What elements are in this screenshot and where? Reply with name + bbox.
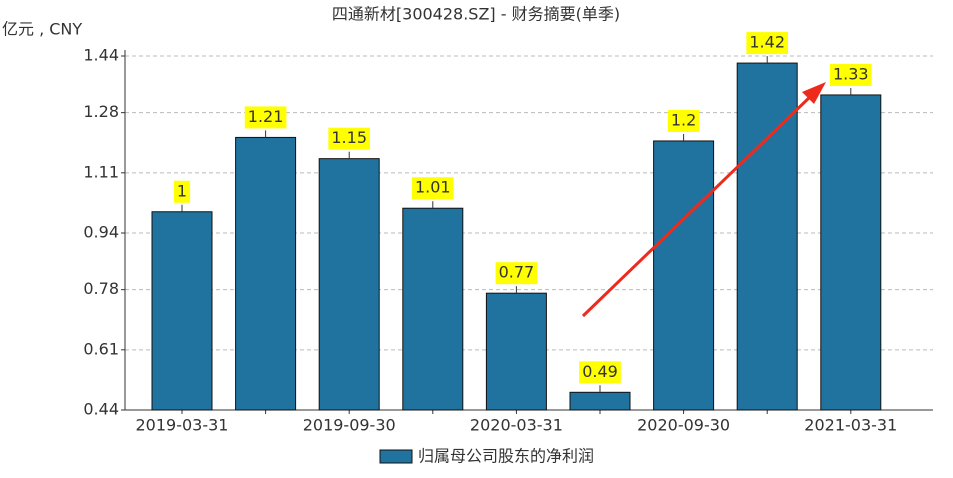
bar: [151, 211, 213, 411]
y-tick-label: 0.78: [83, 279, 119, 298]
data-label: 1.33: [833, 64, 869, 83]
plot-area: 0.44 0.61 0.78 0.94 1.11 1.28 1.44 2019-03-31 1 1…: [83, 32, 933, 466]
bar: [402, 207, 464, 411]
y-tick-label: 1.44: [83, 46, 119, 65]
legend-swatch: [379, 449, 413, 464]
bar: [653, 140, 715, 411]
data-label-bg: [667, 109, 700, 132]
data-label: 0.77: [499, 263, 535, 282]
y-tick-label: 0.44: [83, 400, 119, 419]
data-label: 1.21: [248, 107, 284, 126]
data-label-bg: [244, 106, 287, 129]
bar: [820, 94, 882, 411]
data-label: 1.2: [671, 110, 696, 129]
y-tick-label: 1.28: [83, 102, 119, 121]
bar: [235, 136, 297, 411]
x-tick-label: 2021-03-31: [804, 416, 897, 435]
y-tick-label: 0.61: [83, 339, 119, 358]
data-label-bg: [829, 63, 872, 86]
data-label: 1.01: [415, 178, 451, 197]
y-axis-label: 亿元 , CNY: [2, 20, 82, 39]
bar: [736, 62, 798, 411]
data-label-bg: [411, 177, 454, 200]
data-label: 0.49: [582, 362, 618, 381]
y-tick-label: 0.94: [83, 223, 119, 242]
data-label-bg: [746, 32, 789, 55]
data-label-bg: [495, 262, 538, 285]
data-label-bg: [173, 180, 191, 203]
data-label: 1.15: [331, 128, 367, 147]
x-tick-label: 2019-03-31: [136, 416, 229, 435]
chart-title: 四通新材[300428.SZ] - 财务摘要(单季): [332, 5, 620, 24]
legend-label: 归属母公司股东的净利润: [418, 447, 594, 466]
data-label: 1: [177, 181, 187, 200]
bar: [569, 391, 631, 411]
y-tick-label: 1.11: [83, 162, 119, 181]
data-label: 1.42: [749, 33, 785, 52]
data-label-bg: [579, 361, 621, 384]
bar: [485, 292, 547, 411]
x-tick-label: 2019-09-30: [303, 416, 396, 435]
bar: [318, 158, 380, 411]
trend-arrow: [581, 82, 826, 318]
x-tick-label: 2020-09-30: [637, 416, 730, 435]
x-tick-label: 2020-03-31: [470, 416, 563, 435]
data-label-bg: [328, 127, 371, 150]
